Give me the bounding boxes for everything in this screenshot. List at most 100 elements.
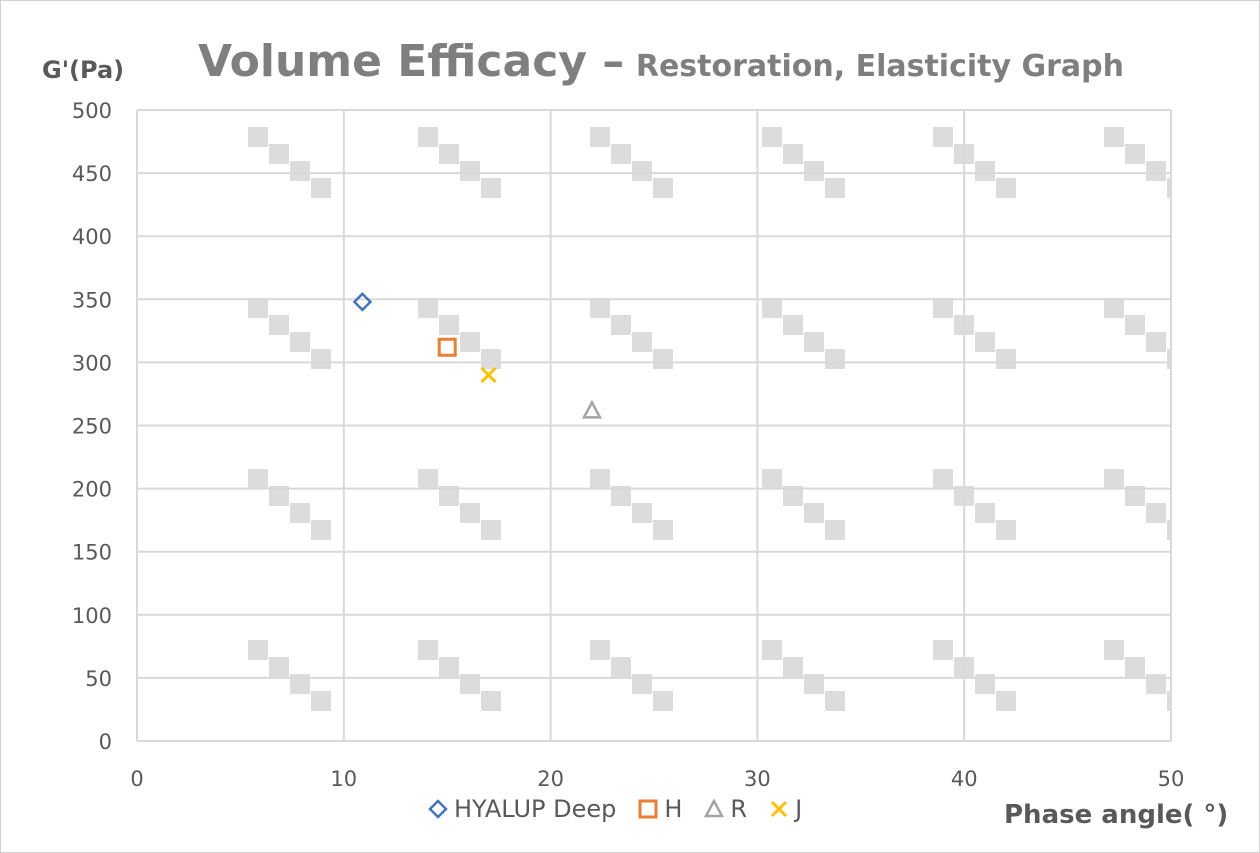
watermark-square-92	[933, 640, 953, 660]
watermark-square-76	[762, 640, 782, 660]
watermark-square-46	[460, 674, 480, 694]
watermark-square-79	[825, 691, 845, 711]
y-tick-label-100: 100	[72, 604, 112, 628]
data-point-2-0	[581, 399, 603, 419]
watermark-square-58	[632, 503, 652, 523]
watermark-square-65	[783, 144, 803, 164]
legend-item-2: R	[704, 795, 747, 823]
watermark-square-47	[481, 691, 501, 711]
y-tick-label-300: 300	[72, 351, 112, 375]
watermark-square-64	[762, 127, 782, 147]
y-tick-label-500: 500	[72, 99, 112, 123]
watermark-square-23	[311, 349, 331, 369]
watermark-square-50	[632, 161, 652, 181]
watermark-square-94	[975, 674, 995, 694]
watermark-square-84	[933, 298, 953, 318]
watermark-square-108	[1104, 640, 1124, 660]
watermark-square-66	[804, 161, 824, 181]
watermark-square-100	[1104, 298, 1124, 318]
y-tick-label-250: 250	[72, 415, 112, 439]
watermark-square-97	[1125, 144, 1145, 164]
watermark-square-83	[996, 178, 1016, 198]
watermark-square-60	[590, 640, 610, 660]
watermark-square-73	[783, 486, 803, 506]
watermark-square-111	[1167, 691, 1171, 711]
watermark-square-59	[653, 520, 673, 540]
watermark-square-55	[653, 349, 673, 369]
y-axis-label: G'(Pa)	[42, 56, 125, 84]
watermark-square-77	[783, 657, 803, 677]
legend-marker-shape-1	[638, 799, 658, 819]
watermark-square-37	[439, 315, 459, 335]
legend-marker-shape-3	[771, 800, 788, 818]
watermark-square-61	[611, 657, 631, 677]
watermark-square-38	[460, 332, 480, 352]
legend-label-3: J	[795, 795, 803, 823]
legend-item-3: J	[769, 795, 802, 823]
watermark-square-29	[269, 657, 289, 677]
legend-label-2: R	[730, 795, 748, 823]
watermark-square-56	[590, 469, 610, 489]
watermark-square-101	[1125, 315, 1145, 335]
legend-marker-2	[704, 799, 725, 818]
watermark-square-69	[783, 315, 803, 335]
watermark-square-45	[439, 657, 459, 677]
watermark-square-41	[439, 486, 459, 506]
watermark-square-110	[1146, 674, 1166, 694]
watermark-square-63	[653, 691, 673, 711]
legend-marker-shape-0	[428, 799, 448, 819]
watermark-square-34	[460, 161, 480, 181]
y-tick-label-400: 400	[72, 225, 112, 249]
watermark-square-26	[290, 503, 310, 523]
watermark-square-90	[975, 503, 995, 523]
legend-marker-0	[428, 799, 448, 819]
watermark-square-42	[460, 503, 480, 523]
watermark-square-80	[933, 127, 953, 147]
watermark-square-75	[825, 520, 845, 540]
watermark-square-72	[762, 469, 782, 489]
x-tick-label-0: 0	[130, 767, 143, 791]
watermark-square-24	[248, 469, 268, 489]
watermark-square-27	[311, 520, 331, 540]
watermark-square-31	[311, 691, 331, 711]
watermark-square-39	[481, 349, 501, 369]
watermark-square-36	[418, 298, 438, 318]
watermark-square-62	[632, 674, 652, 694]
watermark-square-43	[481, 520, 501, 540]
watermark-square-17	[269, 144, 289, 164]
legend-item-1: H	[638, 795, 682, 823]
watermark-square-71	[825, 349, 845, 369]
watermark-square-49	[611, 144, 631, 164]
watermark-square-107	[1167, 520, 1171, 540]
watermark-square-32	[418, 127, 438, 147]
watermark-square-48	[590, 127, 610, 147]
watermark-square-30	[290, 674, 310, 694]
legend-marker-1	[638, 799, 658, 819]
watermark-square-54	[632, 332, 652, 352]
watermark-square-78	[804, 674, 824, 694]
watermark-square-104	[1104, 469, 1124, 489]
watermark-square-57	[611, 486, 631, 506]
watermark-square-40	[418, 469, 438, 489]
y-tick-label-150: 150	[72, 541, 112, 565]
watermark-square-44	[418, 640, 438, 660]
watermark-square-25	[269, 486, 289, 506]
watermark-square-20	[248, 298, 268, 318]
watermark-square-67	[825, 178, 845, 198]
y-tick-label-450: 450	[72, 162, 112, 186]
y-tick-label-350: 350	[72, 288, 112, 312]
watermark-square-96	[1104, 127, 1124, 147]
x-tick-label-20: 20	[537, 767, 564, 791]
legend-label-1: H	[664, 795, 683, 823]
data-markers	[352, 292, 603, 419]
legend-label-0: HYALUP Deep	[454, 795, 617, 823]
watermark-square-88	[933, 469, 953, 489]
watermark-square-74	[804, 503, 824, 523]
watermark-square-51	[653, 178, 673, 198]
y-tick-label-0: 0	[99, 730, 112, 754]
watermark-square-52	[590, 298, 610, 318]
x-axis-label: Phase angle( °)	[1004, 800, 1229, 830]
legend: HYALUP Deep H R J	[428, 792, 824, 826]
watermark-square-33	[439, 144, 459, 164]
